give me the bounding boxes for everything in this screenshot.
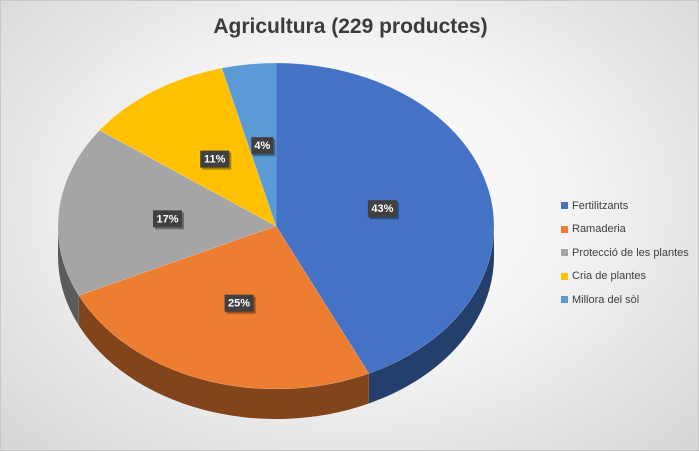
- legend-item: Ramaderia: [561, 218, 689, 242]
- data-label-box: [152, 210, 182, 228]
- pie-slice-4: [221, 62, 277, 227]
- legend-label: Cria de plantes: [572, 270, 646, 283]
- legend-item: Protecció de les plantes: [561, 241, 689, 265]
- data-label-2: 17%: [152, 210, 184, 230]
- legend-swatch: [561, 272, 568, 280]
- legend-item: Millora del sòl: [561, 288, 689, 312]
- data-label-box: [367, 200, 397, 218]
- legend-label: Protecció de les plantes: [572, 246, 689, 259]
- legend-item: Fertilitzants: [561, 194, 689, 218]
- pie-slice-3: [99, 67, 277, 227]
- data-label-text: 43%: [371, 203, 393, 215]
- data-label-box: [224, 294, 254, 312]
- data-label-text: 11%: [204, 154, 226, 166]
- pie-slices: [57, 62, 495, 390]
- legend-label: Millora del sòl: [572, 293, 640, 306]
- pie-slice-0: [275, 62, 495, 374]
- legend-item: Cria de plantes: [561, 265, 689, 289]
- data-label-4: 4%: [251, 137, 276, 157]
- legend-swatch: [561, 225, 568, 233]
- data-label-3: 11%: [200, 150, 232, 170]
- data-labels: 43% 25% 17% 11% 4%: [152, 137, 399, 314]
- legend-label: Fertilitzants: [572, 199, 629, 212]
- data-label-text: 17%: [156, 213, 178, 225]
- legend-swatch: [561, 202, 568, 210]
- chart-legend: Fertilitzants Ramaderia Protecció de les p…: [561, 194, 689, 312]
- pie-side-walls: [58, 226, 494, 419]
- data-label-text: 25%: [228, 298, 250, 310]
- data-label-text: 4%: [254, 140, 270, 152]
- data-label-0: 43%: [367, 200, 399, 220]
- data-label-box: [251, 137, 274, 155]
- pie-slice-1: [78, 225, 370, 390]
- data-label-box: [200, 150, 230, 168]
- pie-side-1: [78, 295, 369, 419]
- legend-swatch: [561, 296, 568, 304]
- chart-title: Agricultura (229 productes): [213, 15, 488, 38]
- pie-side-0: [368, 226, 494, 404]
- data-label-1: 25%: [224, 294, 256, 314]
- pie-side-2: [58, 226, 79, 326]
- legend-swatch: [561, 249, 568, 257]
- legend-label: Ramaderia: [572, 223, 626, 236]
